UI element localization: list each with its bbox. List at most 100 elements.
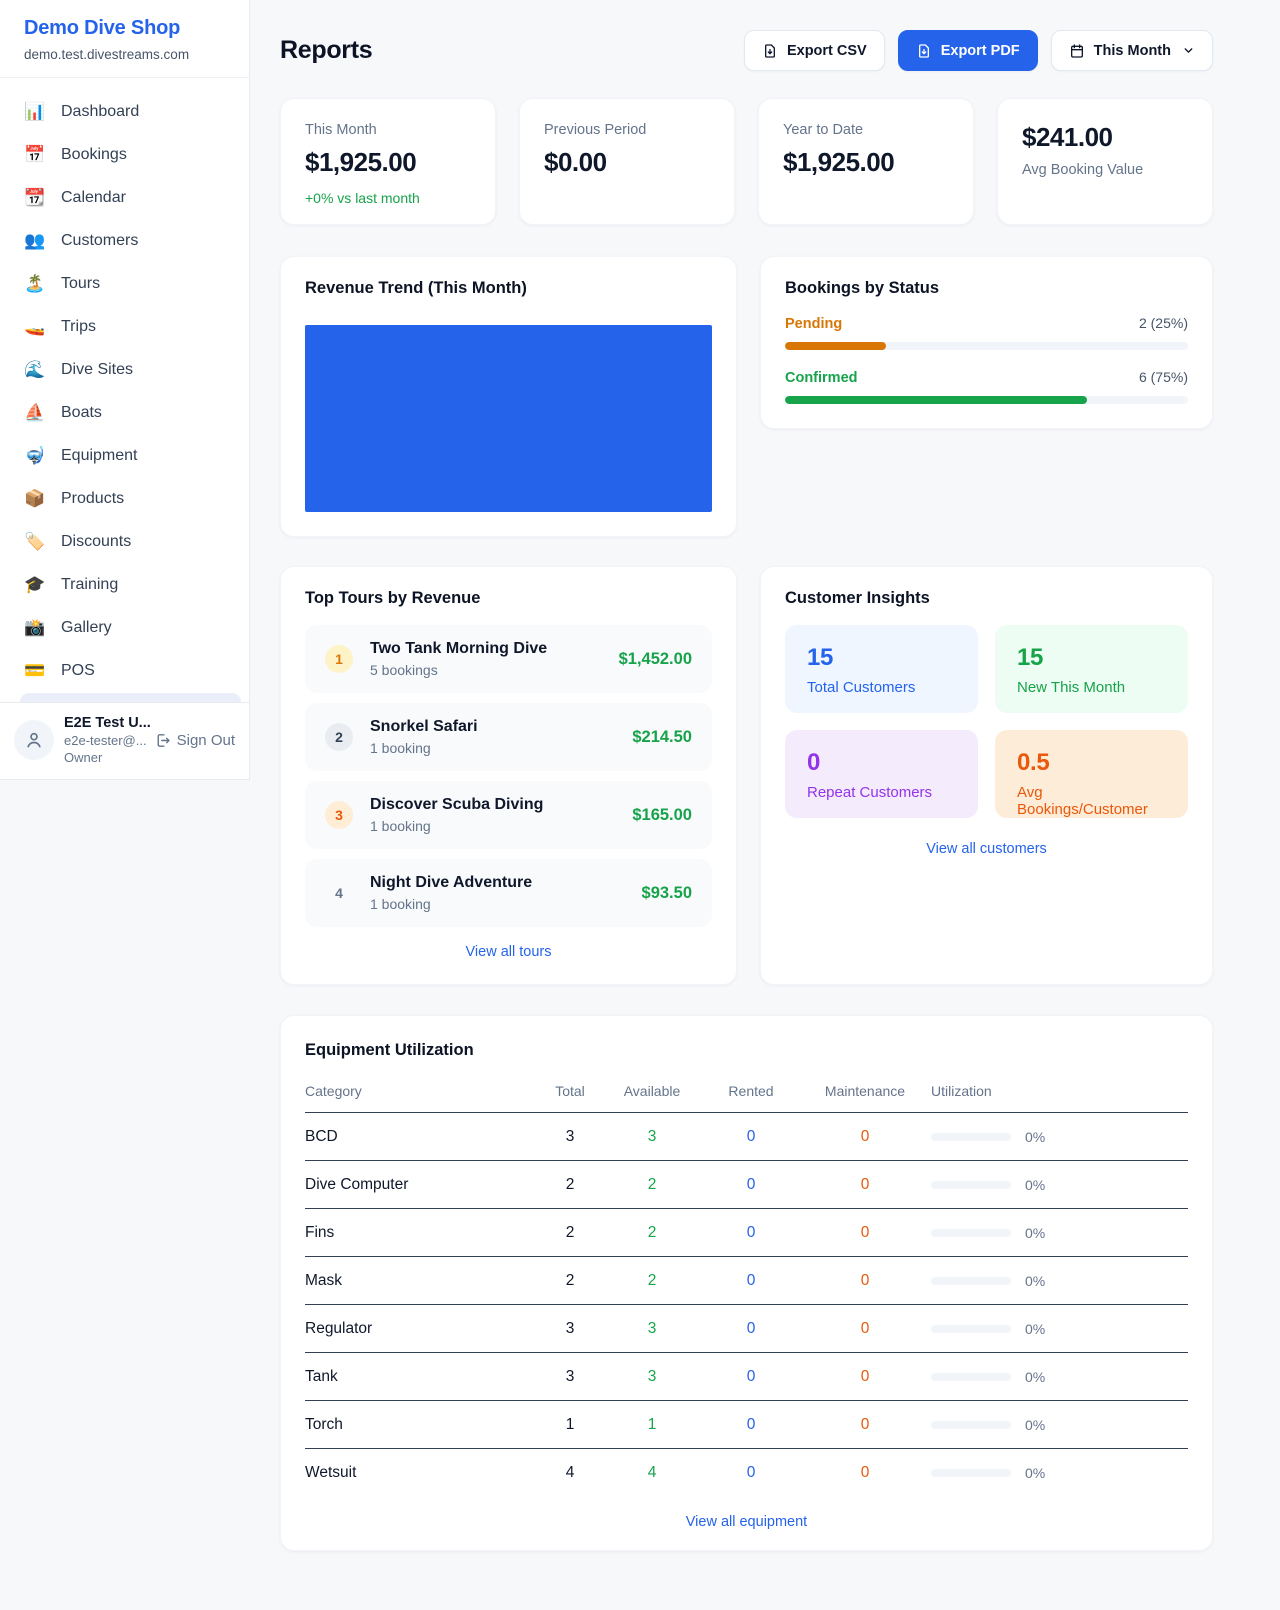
progress-fill [785, 342, 886, 350]
products-icon: 📦 [24, 488, 46, 508]
utilization-percent: 0% [1025, 1416, 1046, 1433]
sidebar-item-products[interactable]: 📦 Products [0, 477, 249, 520]
export-csv-button[interactable]: Export CSV [743, 30, 885, 71]
cell-rented: 0 [703, 1112, 799, 1161]
cell-category: Fins [305, 1208, 539, 1257]
sidebar-item-boats[interactable]: ⛵ Boats [0, 391, 249, 434]
revenue-trend-title: Revenue Trend (This Month) [305, 279, 527, 297]
cell-total: 2 [539, 1256, 601, 1305]
cell-available: 2 [601, 1256, 703, 1305]
utilization-percent: 0% [1025, 1224, 1046, 1241]
stat-label: Avg Booking Value [1022, 162, 1144, 178]
sidebar-item-trips[interactable]: 🚤 Trips [0, 305, 249, 348]
sidebar-item-pos[interactable]: 💳 POS [0, 649, 249, 692]
sidebar-item-label: Dashboard [61, 102, 140, 120]
sidebar-item-training[interactable]: 🎓 Training [0, 563, 249, 606]
column-header-category: Category [305, 1073, 539, 1113]
cell-available: 1 [601, 1400, 703, 1449]
sidebar-item-dashboard[interactable]: 📊 Dashboard [0, 90, 249, 133]
cell-utilization: 0% [931, 1352, 1188, 1401]
sidebar-item-label: Tours [61, 274, 101, 292]
tile-label: Repeat Customers [807, 784, 933, 801]
column-header-utilization: Utilization [931, 1073, 1188, 1113]
stats-row: This Month $1,925.00 +0% vs last month P… [280, 98, 1213, 225]
tours-icon: 🏝️ [24, 273, 46, 293]
bookings-by-status-card: Bookings by Status Pending 2 (25%) Confi… [760, 256, 1213, 429]
sign-out-button[interactable]: Sign Out [154, 732, 235, 749]
tour-row: 4 Night Dive Adventure 1 booking $93.50 [305, 859, 712, 927]
cell-category: Wetsuit [305, 1463, 357, 1481]
tile-label: Total Customers [807, 679, 916, 696]
status-value: 6 (75%) [1138, 369, 1188, 385]
view-all-customers-link[interactable]: View all customers [926, 841, 1047, 857]
user-panel: E2E Test U... e2e-tester@... Owner Sign … [0, 702, 249, 779]
sidebar-item-calendar[interactable]: 📆 Calendar [0, 176, 249, 219]
column-header-available: Available [601, 1073, 703, 1113]
sidebar-item-dive-sites[interactable]: 🌊 Dive Sites [0, 348, 249, 391]
discounts-icon: 🏷️ [24, 531, 46, 551]
chevron-down-icon [1184, 48, 1193, 53]
tile-value: 15 [1017, 644, 1044, 671]
utilization-bar [931, 1276, 1011, 1285]
table-row: Dive Computer 2 2 0 0 0% [305, 1160, 1188, 1209]
export-pdf-label: Export PDF [940, 42, 1020, 59]
utilization-percent: 0% [1025, 1368, 1046, 1385]
sidebar-item-equipment[interactable]: 🤿 Equipment [0, 434, 249, 477]
sidebar-item-label: Training [61, 575, 119, 593]
cell-rented: 0 [703, 1352, 799, 1401]
cell-category: Mask [305, 1256, 539, 1305]
utilization-bar [931, 1420, 1011, 1429]
cell-total: 1 [539, 1400, 601, 1449]
tour-bookings: 1 booking [370, 740, 431, 756]
insight-tile-total-customers: 15 Total Customers [785, 625, 978, 713]
cell-maintenance: 0 [799, 1208, 931, 1257]
rank-badge: 2 [325, 723, 353, 751]
utilization-bar [931, 1132, 1011, 1141]
utilization-bar [931, 1324, 1011, 1333]
sidebar-item-discounts[interactable]: 🏷️ Discounts [0, 520, 249, 563]
export-pdf-button[interactable]: Export PDF [897, 30, 1038, 71]
sidebar-item-label: Trips [61, 317, 96, 335]
page-title: Reports [280, 36, 373, 64]
cell-total: 3 [539, 1352, 601, 1401]
header-actions: Export CSV Export PDF This Month [743, 30, 1213, 71]
stat-card-avg-booking-value: $241.00 Avg Booking Value [997, 98, 1213, 225]
view-all-equipment-link[interactable]: View all equipment [685, 1513, 808, 1530]
tour-name: Discover Scuba Diving [370, 796, 544, 813]
sidebar-item-bookings[interactable]: 📅 Bookings [0, 133, 249, 176]
equipment-utilization-title: Equipment Utilization [305, 1041, 474, 1059]
tile-value: 0 [807, 749, 821, 776]
sidebar-item-customers[interactable]: 👥 Customers [0, 219, 249, 262]
cell-category: Tank [305, 1352, 539, 1401]
view-all-tours-link[interactable]: View all tours [465, 944, 552, 960]
progress-track [785, 342, 1188, 350]
sidebar-item-label: Gallery [61, 618, 112, 636]
table-row: Wetsuit 4 4 0 0 0% [305, 1449, 1188, 1497]
sidebar-active-item-partial[interactable] [20, 693, 241, 702]
customers-icon: 👥 [24, 230, 46, 250]
cell-available: 3 [601, 1112, 703, 1161]
status-label: Confirmed [785, 370, 858, 386]
cell-total: 4 [565, 1463, 575, 1481]
avatar [14, 720, 54, 760]
cell-utilization: 0% [931, 1400, 1188, 1449]
cell-total: 2 [539, 1160, 601, 1209]
stat-delta: +0% vs last month [305, 190, 420, 206]
cell-available: 3 [601, 1304, 703, 1353]
sidebar-item-label: Discounts [61, 532, 132, 550]
revenue-trend-card: Revenue Trend (This Month) [280, 256, 737, 537]
utilization-bar [931, 1180, 1011, 1189]
period-dropdown[interactable]: This Month [1050, 30, 1213, 71]
sidebar-item-label: Boats [61, 403, 102, 421]
sidebar-item-label: Dive Sites [61, 360, 134, 378]
stat-card-this-month: This Month $1,925.00 +0% vs last month [280, 98, 496, 225]
utilization-percent: 0% [1025, 1128, 1046, 1145]
equipment-icon: 🤿 [24, 445, 46, 465]
insight-tiles: 15 Total Customers 15 New This Month 0 R… [785, 625, 1188, 818]
cell-utilization: 0% [931, 1208, 1188, 1257]
rank-badge: 3 [325, 801, 353, 829]
tour-bookings: 5 bookings [370, 662, 438, 678]
sidebar-item-tours[interactable]: 🏝️ Tours [0, 262, 249, 305]
sidebar-item-gallery[interactable]: 📸 Gallery [0, 606, 249, 649]
top-tours-title: Top Tours by Revenue [305, 589, 481, 607]
